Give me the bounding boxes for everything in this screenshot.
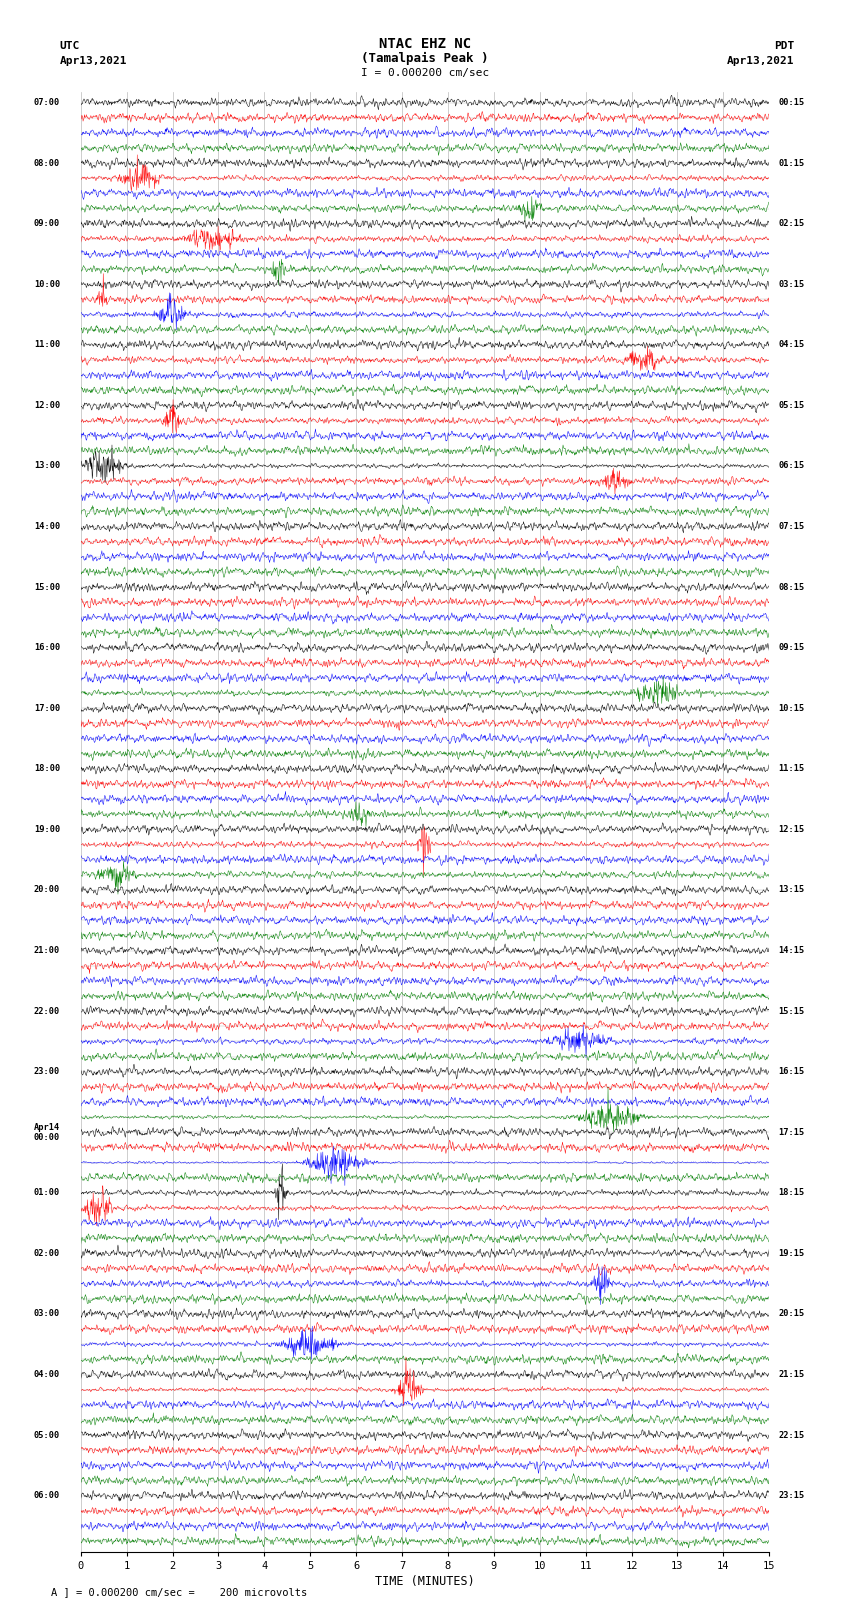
Text: 05:00: 05:00 — [34, 1431, 60, 1440]
Text: 21:15: 21:15 — [779, 1369, 805, 1379]
Text: Apr14
00:00: Apr14 00:00 — [34, 1123, 60, 1142]
Text: 12:15: 12:15 — [779, 824, 805, 834]
Text: A ] = 0.000200 cm/sec =    200 microvolts: A ] = 0.000200 cm/sec = 200 microvolts — [51, 1587, 307, 1597]
Text: 10:00: 10:00 — [34, 279, 60, 289]
Text: 17:00: 17:00 — [34, 703, 60, 713]
Text: 23:00: 23:00 — [34, 1068, 60, 1076]
Text: 11:00: 11:00 — [34, 340, 60, 350]
Text: 20:15: 20:15 — [779, 1310, 805, 1318]
Text: 07:00: 07:00 — [34, 98, 60, 106]
Text: 01:00: 01:00 — [34, 1189, 60, 1197]
Text: 00:15: 00:15 — [779, 98, 805, 106]
Text: 12:00: 12:00 — [34, 402, 60, 410]
Text: I = 0.000200 cm/sec: I = 0.000200 cm/sec — [361, 68, 489, 77]
Text: PDT: PDT — [774, 40, 795, 50]
Text: 03:15: 03:15 — [779, 279, 805, 289]
Text: 11:15: 11:15 — [779, 765, 805, 773]
Text: 03:00: 03:00 — [34, 1310, 60, 1318]
Text: 22:15: 22:15 — [779, 1431, 805, 1440]
Text: 14:15: 14:15 — [779, 947, 805, 955]
Text: 23:15: 23:15 — [779, 1490, 805, 1500]
Text: 02:00: 02:00 — [34, 1248, 60, 1258]
Text: 18:15: 18:15 — [779, 1189, 805, 1197]
Text: (Tamalpais Peak ): (Tamalpais Peak ) — [361, 52, 489, 65]
X-axis label: TIME (MINUTES): TIME (MINUTES) — [375, 1574, 475, 1587]
Text: 16:15: 16:15 — [779, 1068, 805, 1076]
Text: 15:15: 15:15 — [779, 1007, 805, 1016]
Text: 08:15: 08:15 — [779, 582, 805, 592]
Text: 02:15: 02:15 — [779, 219, 805, 227]
Text: 08:00: 08:00 — [34, 158, 60, 168]
Text: 06:00: 06:00 — [34, 1490, 60, 1500]
Text: 21:00: 21:00 — [34, 947, 60, 955]
Text: 04:00: 04:00 — [34, 1369, 60, 1379]
Text: 13:00: 13:00 — [34, 461, 60, 471]
Text: 01:15: 01:15 — [779, 158, 805, 168]
Text: 05:15: 05:15 — [779, 402, 805, 410]
Text: 10:15: 10:15 — [779, 703, 805, 713]
Text: 14:00: 14:00 — [34, 523, 60, 531]
Text: UTC: UTC — [60, 40, 80, 50]
Text: 18:00: 18:00 — [34, 765, 60, 773]
Text: 16:00: 16:00 — [34, 644, 60, 652]
Text: 07:15: 07:15 — [779, 523, 805, 531]
Text: 06:15: 06:15 — [779, 461, 805, 471]
Text: 20:00: 20:00 — [34, 886, 60, 895]
Text: 09:00: 09:00 — [34, 219, 60, 227]
Text: 15:00: 15:00 — [34, 582, 60, 592]
Text: 13:15: 13:15 — [779, 886, 805, 895]
Text: 19:15: 19:15 — [779, 1248, 805, 1258]
Text: 09:15: 09:15 — [779, 644, 805, 652]
Text: Apr13,2021: Apr13,2021 — [728, 56, 795, 66]
Text: 22:00: 22:00 — [34, 1007, 60, 1016]
Text: Apr13,2021: Apr13,2021 — [60, 56, 127, 66]
Text: 19:00: 19:00 — [34, 824, 60, 834]
Text: 17:15: 17:15 — [779, 1127, 805, 1137]
Text: NTAC EHZ NC: NTAC EHZ NC — [379, 37, 471, 50]
Text: 04:15: 04:15 — [779, 340, 805, 350]
